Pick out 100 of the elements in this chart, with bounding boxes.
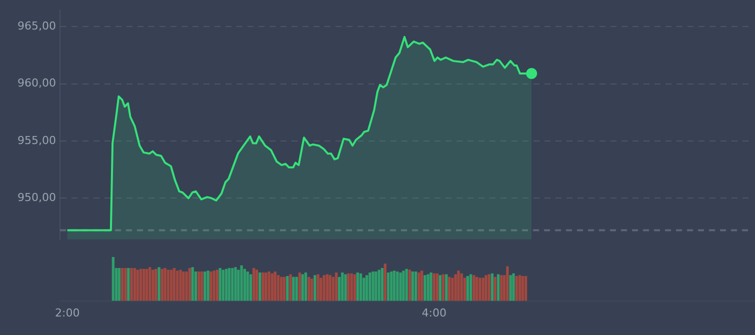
bar — [482, 278, 484, 301]
bar — [442, 274, 445, 301]
bar — [121, 268, 124, 301]
bar — [249, 274, 252, 301]
bar — [469, 274, 472, 301]
bar — [112, 257, 115, 301]
bar — [258, 272, 262, 301]
bar — [320, 278, 322, 301]
bar — [405, 268, 408, 301]
bar — [145, 268, 148, 301]
bar — [332, 276, 335, 301]
bar — [500, 275, 503, 301]
bar — [344, 274, 347, 301]
bar — [246, 272, 249, 301]
bar — [496, 274, 500, 301]
bar — [127, 268, 130, 301]
bar — [152, 270, 154, 301]
bar — [298, 272, 302, 301]
bar — [472, 275, 476, 301]
bar — [322, 275, 326, 301]
bar — [216, 270, 218, 301]
x-tick-label: 2:00 — [54, 306, 80, 320]
bar — [280, 276, 283, 301]
bar — [268, 272, 270, 301]
bar — [426, 274, 430, 301]
bar — [341, 272, 344, 301]
bar — [124, 268, 127, 301]
bar — [212, 270, 216, 301]
bar — [133, 268, 136, 301]
bar — [197, 272, 200, 301]
bar — [166, 270, 170, 301]
bar — [179, 270, 182, 301]
bar — [356, 272, 359, 301]
bar — [390, 272, 393, 301]
bar — [237, 270, 240, 301]
bar — [475, 276, 478, 301]
bar — [478, 278, 482, 301]
bar — [292, 276, 295, 301]
bar — [148, 267, 152, 301]
bar — [414, 272, 418, 301]
bar — [430, 272, 432, 301]
bar — [252, 268, 256, 301]
bar — [206, 270, 210, 301]
bar — [310, 278, 314, 301]
bar — [262, 272, 264, 301]
bar — [372, 272, 374, 301]
bar — [188, 268, 191, 301]
bar — [326, 274, 329, 301]
bar — [158, 267, 160, 301]
bar — [384, 264, 386, 301]
bar — [130, 268, 133, 301]
bar — [314, 275, 316, 301]
bar — [512, 273, 515, 301]
bar — [139, 268, 142, 301]
bar — [154, 268, 158, 301]
bar — [191, 267, 194, 301]
x-tick-label: 4:00 — [422, 306, 446, 320]
bar — [494, 276, 496, 301]
bar — [218, 268, 222, 301]
bar — [368, 272, 372, 301]
bar — [445, 274, 448, 301]
bar — [380, 268, 384, 301]
bar — [521, 276, 524, 301]
bar — [457, 270, 460, 301]
bar — [222, 270, 225, 301]
bar — [274, 272, 276, 301]
bar — [270, 273, 274, 301]
bar — [224, 268, 228, 301]
bar — [335, 272, 338, 301]
bar — [172, 268, 176, 301]
bar — [506, 266, 509, 301]
bar — [204, 272, 206, 301]
bar — [328, 275, 332, 301]
bar — [118, 268, 121, 301]
bar — [402, 270, 405, 301]
bar — [228, 268, 231, 301]
bar — [136, 270, 139, 301]
bar — [518, 275, 522, 301]
bar — [524, 276, 528, 301]
bar — [418, 272, 420, 301]
bar — [210, 272, 212, 301]
bar — [463, 278, 466, 301]
bar — [515, 276, 518, 301]
bar — [255, 270, 258, 301]
bar — [164, 268, 166, 301]
bar — [466, 276, 469, 301]
bar — [399, 272, 402, 301]
bar — [264, 272, 268, 301]
bar — [392, 270, 396, 301]
bar — [432, 273, 436, 301]
bar — [396, 272, 399, 301]
bar — [408, 270, 412, 301]
bar — [308, 276, 310, 301]
bar — [353, 274, 356, 301]
bar — [338, 276, 341, 301]
bar — [316, 274, 320, 301]
bar — [185, 272, 188, 301]
y-tick-label: 950,00 — [18, 191, 56, 204]
y-tick-label: 960,00 — [18, 76, 56, 90]
bar — [378, 270, 380, 301]
